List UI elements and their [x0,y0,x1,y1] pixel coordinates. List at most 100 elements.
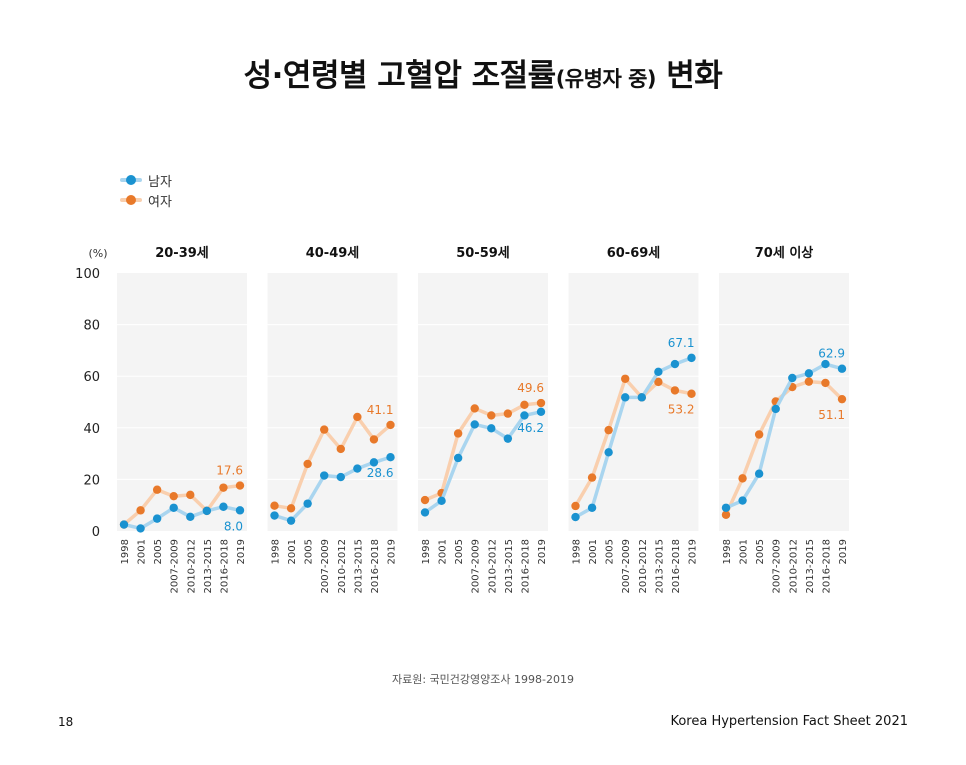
x-tick-label: 2005 [454,539,465,564]
x-tick-label: 2013-2015 [203,539,214,594]
data-point-male [270,511,279,520]
legend: 남자 여자 [120,170,172,210]
panel-title: 60-69세 [607,246,661,261]
legend-marker-female [126,195,136,205]
data-point-female [420,495,430,505]
data-point-female [687,389,696,398]
data-point-female [286,504,296,513]
legend-label-male: 남자 [148,174,172,190]
end-value-label-female: 49.6 [517,381,544,395]
data-point-male [654,367,663,377]
data-point-male [587,503,597,512]
x-tick-label: 2019 [688,539,699,564]
data-point-male [186,512,195,522]
data-point-female [503,409,513,418]
data-point-male [420,508,430,517]
data-point-male [235,506,245,515]
panel-title: 40-49세 [306,246,360,261]
x-tick-label: 1998 [271,539,282,564]
page-title: 성·연령별 고혈압 조절률(유병자 중) 변화 [0,50,966,95]
end-value-label-female: 53.2 [668,403,695,417]
page-number: 18 [58,715,74,729]
panel-4: 70세 이상 1998 2001 2005 2007-2009 2010-2012 2013… [719,245,849,594]
x-tick-label: 1998 [572,539,583,564]
data-point-male [821,359,830,369]
data-point-male [771,404,780,414]
x-tick-label: 2005 [153,539,164,564]
y-tick-label: 20 [83,473,100,488]
x-tick-label: 2007-2009 [772,539,783,594]
series-line-male [423,410,543,515]
y-axis-unit: (%) [88,247,107,260]
data-point-male [621,393,630,402]
x-tick-label: 2001 [588,539,599,564]
data-point-female [721,510,731,519]
data-point-male [637,393,646,402]
panel-background [568,273,699,531]
x-tick-label: 1998 [120,539,131,564]
title-tail: 변화 [656,58,723,94]
end-value-label-male: 67.1 [668,336,695,350]
x-tick-label: 2001 [438,539,449,564]
x-tick-label: 2013-2015 [654,539,665,594]
data-point-female [386,420,395,430]
end-value-label-male: 8.0 [224,519,243,533]
data-point-male [453,453,463,463]
data-point-male [571,512,580,522]
data-point-male [721,503,731,512]
footer-title: Korea Hypertension Fact Sheet 2021 [670,714,908,729]
legend-marker-male [126,175,136,185]
x-tick-label: 2005 [304,539,315,564]
source-note: 자료원: 국민건강영양조사 1998-2019 [392,673,574,686]
data-point-male [336,472,345,482]
end-value-label-male: 28.6 [367,466,394,480]
y-tick-label: 100 [75,267,100,282]
data-point-female [136,506,145,515]
x-tick-label: 2007-2009 [621,539,632,594]
data-point-female [670,386,680,395]
data-point-female [604,425,613,435]
x-tick-label: 2010-2012 [487,539,498,594]
data-point-male [503,434,513,443]
data-point-male [470,420,479,429]
x-tick-label: 2013-2015 [805,539,816,594]
x-tick-label: 2001 [287,539,298,564]
x-tick-label: 2016-2018 [219,539,230,594]
data-point-female [621,374,630,383]
end-value-label-female: 41.1 [367,403,394,417]
data-point-female [186,490,195,500]
legend-item-female: 여자 [120,190,172,210]
data-point-male [754,469,764,478]
panel-title: 70세 이상 [755,245,814,261]
end-value-label-female: 17.6 [216,464,243,478]
panel-title: 50-59세 [456,246,510,261]
data-point-male [670,359,680,369]
data-point-female [654,377,663,387]
y-tick-label: 80 [83,319,100,334]
data-point-male [687,353,696,363]
panel-background [267,273,398,531]
panel-background [117,273,247,531]
x-tick-label: 2005 [605,539,616,564]
end-value-label-male: 46.2 [517,421,544,435]
data-point-male [286,516,296,525]
series-line-female [272,415,393,511]
data-point-female [587,473,597,482]
data-point-female [270,501,279,510]
x-tick-label: 2007-2009 [320,539,331,594]
data-point-male [536,407,546,417]
x-tick-label: 2010-2012 [186,539,197,594]
data-point-female [804,377,814,386]
data-point-male [152,514,162,523]
data-point-female [235,481,245,490]
x-tick-label: 2013-2015 [353,539,364,594]
panel-background [719,273,849,531]
x-tick-label: 1998 [722,539,733,564]
data-point-male [303,499,312,508]
panel-title: 20-39세 [155,246,209,261]
data-point-male [119,520,129,529]
data-point-female [470,404,479,413]
data-point-male [437,496,446,506]
x-tick-label: 2016-2018 [370,539,381,594]
